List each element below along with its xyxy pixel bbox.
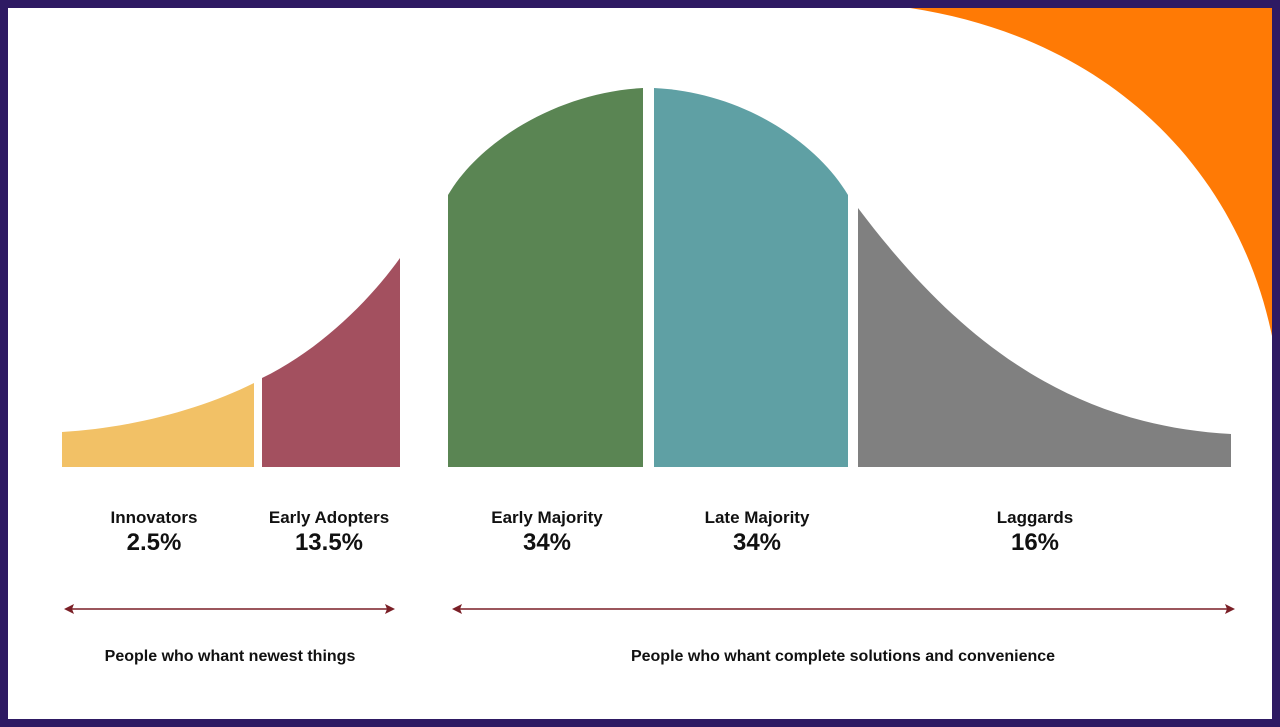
label-innovators: Innovators 2.5%: [111, 508, 198, 558]
label-late-majority-name: Late Majority: [704, 508, 810, 527]
label-early-majority-name: Early Majority: [491, 508, 603, 527]
label-early-majority-percent: 34%: [522, 529, 572, 556]
label-late-majority: Late Majority 34%: [705, 508, 810, 558]
caption-complete-solutions: People who whant complete solutions and …: [630, 648, 1056, 665]
segment-early-majority: [448, 88, 643, 467]
label-early-majority: Early Majority 34%: [491, 508, 603, 558]
caption-newest-things: People who whant newest things: [104, 648, 356, 665]
label-innovators-percent: 2.5%: [126, 529, 182, 556]
range-arrow-early: [64, 604, 395, 614]
label-late-majority-percent: 34%: [732, 529, 782, 556]
label-laggards: Laggards 16%: [997, 508, 1074, 558]
corner-accent: [910, 8, 1272, 336]
segment-innovators: [62, 383, 254, 467]
segment-late-majority: [654, 88, 848, 467]
label-laggards-percent: 16%: [1010, 529, 1060, 556]
segment-early-adopters: [262, 258, 400, 467]
label-early-adopters-percent: 13.5%: [294, 529, 364, 556]
label-early-adopters: Early Adopters 13.5%: [269, 508, 389, 558]
segment-laggards: [858, 208, 1231, 467]
label-laggards-name: Laggards: [996, 508, 1074, 527]
label-early-adopters-name: Early Adopters: [268, 508, 390, 527]
range-arrow-majority: [452, 604, 1235, 614]
label-innovators-name: Innovators: [110, 508, 198, 527]
